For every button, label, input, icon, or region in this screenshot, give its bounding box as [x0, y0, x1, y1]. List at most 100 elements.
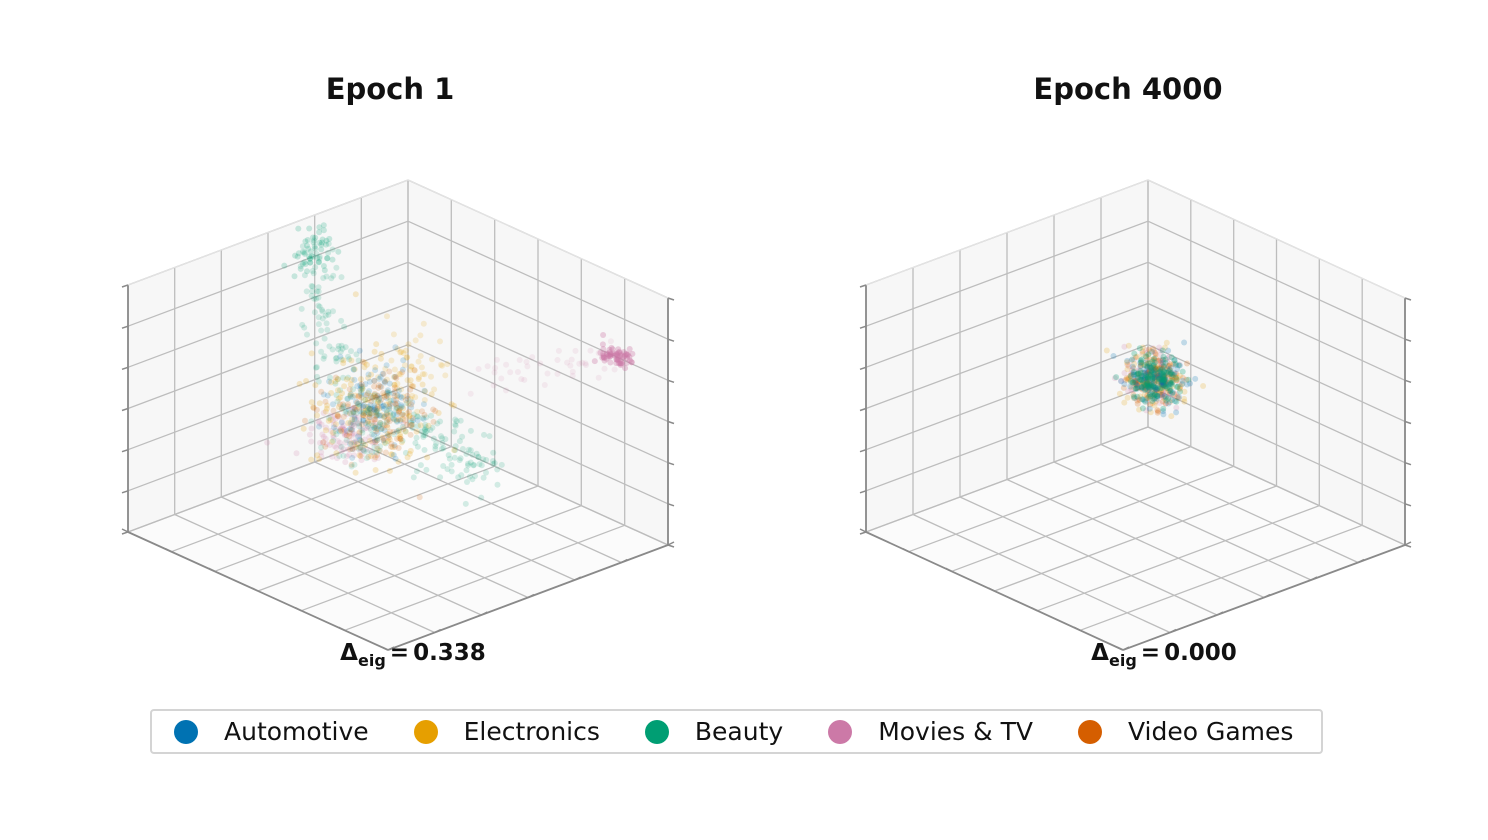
point-video-games	[1151, 383, 1158, 390]
point-automotive	[1160, 359, 1166, 366]
axis-tick	[121, 448, 129, 453]
point-electronics	[1128, 384, 1135, 390]
point-movies-tv	[608, 344, 615, 351]
point-electronics	[415, 358, 422, 365]
point-beauty	[357, 437, 364, 444]
point-electronics	[347, 392, 354, 399]
point-electronics	[1170, 361, 1177, 367]
point-movies-tv	[323, 424, 329, 431]
point-electronics	[300, 425, 307, 432]
point-beauty	[415, 423, 421, 429]
point-electronics	[390, 331, 397, 338]
point-movies-tv	[351, 445, 358, 452]
point-beauty	[346, 356, 353, 363]
point-electronics	[404, 410, 411, 417]
point-automotive	[348, 411, 355, 418]
point-beauty	[442, 436, 449, 443]
scatter-points	[264, 222, 636, 507]
point-automotive	[1163, 365, 1170, 372]
point-beauty	[311, 237, 318, 244]
point-movies-tv	[317, 439, 323, 446]
point-movies-tv	[318, 421, 325, 428]
point-electronics	[396, 431, 403, 438]
point-movies-tv	[366, 434, 373, 441]
point-electronics	[391, 374, 398, 380]
point-automotive	[320, 391, 327, 398]
point-beauty	[318, 241, 325, 248]
point-movies-tv	[1143, 364, 1150, 371]
point-movies-tv	[341, 426, 348, 433]
point-electronics	[1149, 400, 1156, 407]
point-automotive	[1127, 383, 1134, 390]
point-electronics	[1145, 360, 1152, 367]
point-movies-tv	[1121, 343, 1128, 350]
point-movies-tv	[1135, 378, 1142, 385]
point-movies-tv	[1151, 348, 1158, 355]
point-beauty	[438, 433, 444, 440]
point-movies-tv	[1149, 375, 1155, 382]
point-automotive	[1181, 339, 1188, 346]
point-movies-tv	[475, 366, 482, 372]
point-beauty	[1137, 368, 1144, 374]
legend-item-video-games: Video Games	[1077, 717, 1293, 746]
point-automotive	[1171, 369, 1178, 376]
point-automotive	[1176, 394, 1182, 401]
point-video-games	[1135, 384, 1142, 391]
point-electronics	[451, 402, 457, 409]
point-movies-tv	[341, 430, 348, 437]
point-video-games	[354, 399, 361, 406]
point-video-games	[1155, 374, 1161, 381]
point-electronics	[377, 355, 384, 362]
point-video-games	[320, 439, 327, 446]
point-beauty	[338, 356, 345, 363]
point-electronics	[328, 379, 335, 386]
point-automotive	[1121, 381, 1128, 388]
point-automotive	[390, 410, 397, 417]
point-electronics	[406, 412, 413, 419]
point-beauty	[318, 246, 325, 253]
point-video-games	[353, 406, 360, 413]
point-beauty	[315, 288, 322, 295]
point-movies-tv	[514, 369, 521, 375]
point-movies-tv	[507, 369, 514, 376]
point-video-games	[371, 416, 378, 423]
point-beauty	[420, 432, 427, 439]
point-electronics	[384, 430, 391, 437]
axis-tick	[667, 338, 675, 342]
point-electronics	[1153, 374, 1160, 381]
point-beauty	[378, 426, 385, 432]
point-electronics	[407, 367, 414, 373]
point-electronics	[389, 444, 396, 451]
point-video-games	[1152, 365, 1159, 372]
point-electronics	[365, 374, 372, 381]
point-automotive	[1162, 394, 1169, 401]
point-beauty	[1147, 376, 1153, 383]
point-automotive	[366, 414, 373, 421]
point-movies-tv	[603, 350, 610, 357]
point-movies-tv	[1159, 390, 1166, 397]
point-automotive	[1149, 391, 1156, 398]
point-video-games	[1161, 378, 1168, 385]
point-automotive	[1138, 384, 1145, 391]
pane-edge	[865, 179, 1149, 286]
point-electronics	[322, 427, 329, 434]
point-beauty	[1134, 370, 1141, 377]
point-electronics	[407, 381, 414, 388]
point-beauty	[1144, 374, 1151, 380]
point-electronics	[355, 404, 362, 411]
point-beauty	[1169, 371, 1176, 378]
point-movies-tv	[603, 351, 610, 357]
point-movies-tv	[1145, 376, 1151, 383]
point-automotive	[386, 406, 393, 412]
point-movies-tv	[615, 356, 622, 363]
point-beauty	[391, 431, 398, 438]
point-video-games	[1143, 377, 1150, 384]
point-beauty	[374, 412, 381, 418]
point-video-games	[357, 444, 364, 451]
point-electronics	[348, 376, 355, 383]
point-electronics	[386, 467, 393, 474]
point-beauty	[297, 265, 304, 272]
point-beauty	[383, 419, 390, 426]
point-beauty	[332, 428, 339, 434]
point-beauty	[309, 288, 316, 295]
